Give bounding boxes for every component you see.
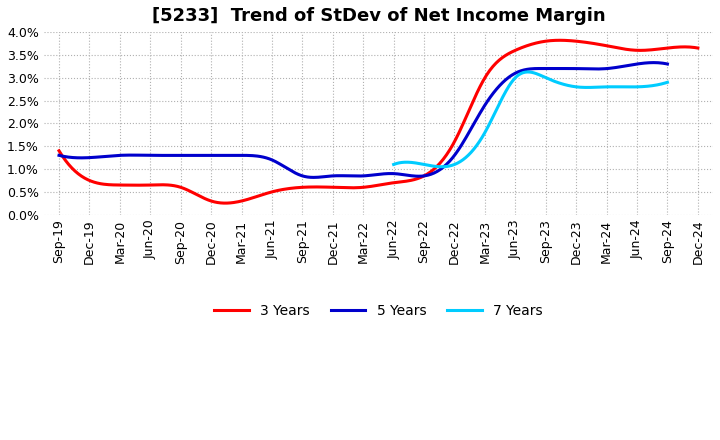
Title: [5233]  Trend of StDev of Net Income Margin: [5233] Trend of StDev of Net Income Marg… xyxy=(152,7,606,25)
Legend: 3 Years, 5 Years, 7 Years: 3 Years, 5 Years, 7 Years xyxy=(209,298,548,323)
5 Years xyxy=(296,172,305,178)
5 Years xyxy=(498,80,507,85)
5 Years xyxy=(55,153,63,158)
5 Years xyxy=(439,165,448,170)
3 Years xyxy=(693,45,702,51)
3 Years xyxy=(556,38,564,43)
7 Years xyxy=(498,95,507,100)
7 Years xyxy=(437,164,446,169)
7 Years xyxy=(422,162,431,168)
7 Years xyxy=(663,80,672,85)
Line: 5 Years: 5 Years xyxy=(59,62,667,177)
5 Years xyxy=(663,61,672,66)
7 Years xyxy=(588,85,597,90)
3 Years xyxy=(132,183,140,188)
3 Years xyxy=(55,148,63,154)
3 Years xyxy=(310,184,318,190)
5 Years xyxy=(253,154,261,159)
3 Years xyxy=(521,44,529,49)
7 Years xyxy=(390,162,398,167)
7 Years xyxy=(563,83,572,88)
5 Years xyxy=(128,153,137,158)
5 Years xyxy=(310,175,318,180)
3 Years xyxy=(221,201,230,206)
3 Years xyxy=(458,122,467,128)
5 Years xyxy=(649,60,658,65)
5 Years xyxy=(495,83,504,88)
7 Years xyxy=(480,132,488,138)
Line: 3 Years: 3 Years xyxy=(59,40,698,203)
7 Years xyxy=(590,84,598,90)
7 Years xyxy=(524,70,533,75)
3 Years xyxy=(518,45,526,50)
3 Years xyxy=(264,190,273,195)
Line: 7 Years: 7 Years xyxy=(394,72,667,167)
